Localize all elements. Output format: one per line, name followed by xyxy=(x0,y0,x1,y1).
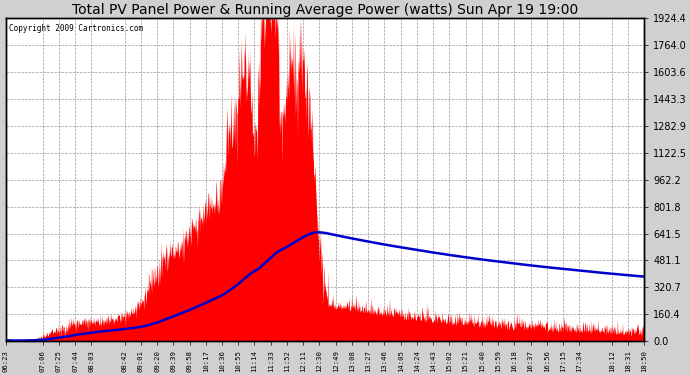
Title: Total PV Panel Power & Running Average Power (watts) Sun Apr 19 19:00: Total PV Panel Power & Running Average P… xyxy=(72,3,578,17)
Text: Copyright 2009 Cartronics.com: Copyright 2009 Cartronics.com xyxy=(9,24,143,33)
